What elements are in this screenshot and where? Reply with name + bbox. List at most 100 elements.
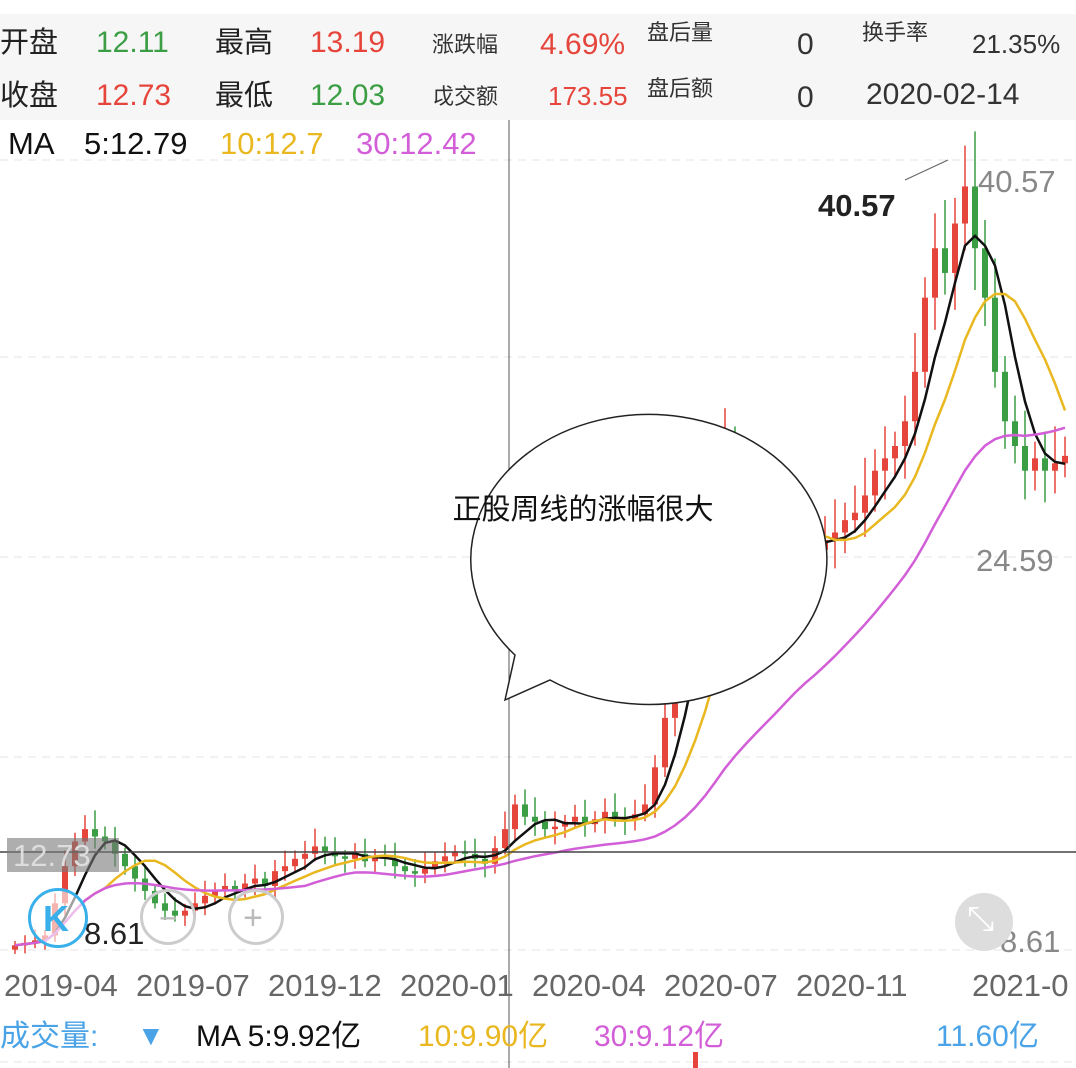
minus-icon: −	[159, 900, 178, 936]
candle-body	[262, 878, 268, 886]
min-annotation: 8.61	[84, 916, 145, 951]
candle-body	[322, 846, 328, 852]
volume-value: 11.60亿	[936, 1020, 1039, 1053]
turnover-label: 换手率	[862, 20, 929, 45]
ma-label: MA	[8, 126, 55, 161]
candle-body	[402, 866, 408, 872]
x-label: 2019-04	[4, 968, 118, 1003]
candle-body	[602, 811, 608, 820]
candle-body	[1042, 458, 1048, 471]
x-label: 2020-07	[664, 968, 778, 1003]
change-label: 涨跌幅	[432, 32, 499, 57]
candle-body	[912, 371, 918, 422]
x-label: 2020-01	[400, 968, 514, 1003]
callout-shape	[470, 413, 828, 706]
x-label: 2021-0	[972, 968, 1069, 1003]
turnover-value: 21.35%	[972, 29, 1061, 59]
callout-text: 正股周线的涨幅很大	[452, 493, 714, 526]
x-label: 2020-04	[532, 968, 646, 1003]
candle-body	[992, 297, 998, 372]
candle-body	[352, 853, 358, 859]
mid-price-label: 24.59	[976, 543, 1054, 578]
x-label: 2019-12	[268, 968, 382, 1003]
close-value: 12.73	[96, 79, 172, 112]
candle-body	[312, 846, 318, 854]
amount-value: 173.55	[548, 81, 628, 111]
volume-ma5: MA 5:9.92亿	[196, 1020, 362, 1053]
candle-body	[972, 186, 978, 249]
max-price-label: 40.57	[978, 164, 1056, 199]
candle-body	[532, 816, 538, 822]
volume-toggle-arrow[interactable]: ▼	[137, 1020, 165, 1051]
candle-body	[962, 186, 968, 224]
candle-body	[552, 826, 558, 830]
plus-icon: +	[243, 899, 263, 937]
candle-body	[572, 816, 578, 822]
candle-body	[62, 866, 68, 904]
candle-body	[1002, 371, 1008, 422]
candle-body	[542, 821, 548, 830]
ma30-value: 30:12.42	[356, 126, 477, 161]
candle-body	[902, 421, 908, 446]
candle-body	[842, 520, 848, 533]
candle-body	[432, 861, 438, 869]
candle-body	[852, 512, 858, 521]
candle-body	[282, 866, 288, 872]
candle-body	[302, 853, 308, 859]
volume-label: 成交量:	[0, 1020, 99, 1053]
fullscreen-button[interactable]: ⤡	[955, 893, 1013, 951]
after-amount-label: 盘后额	[647, 76, 714, 101]
candle-body	[652, 767, 658, 805]
quote-header	[0, 14, 1076, 120]
open-label: 开盘	[0, 27, 59, 59]
candle-body	[412, 871, 418, 874]
candle-body	[372, 856, 378, 862]
candle-body	[512, 804, 518, 830]
after-amount-value: 0	[797, 81, 814, 114]
candle-body	[232, 885, 238, 891]
ma10-line	[14, 292, 1067, 947]
volume-bar	[693, 1052, 698, 1068]
amount-label: 戉交额	[432, 84, 499, 109]
candle-body	[922, 297, 928, 372]
candle-body	[1052, 463, 1058, 471]
ma5-value: 5:12.79	[84, 126, 188, 161]
candle-body	[582, 816, 588, 825]
candle-body	[422, 868, 428, 874]
candle-body	[1022, 445, 1028, 471]
candle-body	[212, 890, 218, 896]
low-value: 12.03	[310, 79, 386, 112]
zoom-out-button[interactable]: −	[140, 889, 196, 945]
candle-body	[272, 871, 278, 886]
kline-toggle-button[interactable]: K	[28, 888, 88, 948]
candle-body	[192, 903, 198, 911]
zoom-in-button[interactable]: +	[228, 889, 284, 945]
candle-body	[452, 851, 458, 857]
candle-body	[642, 804, 648, 815]
date-value: 2020-02-14	[866, 78, 1020, 111]
candle-body	[92, 829, 98, 837]
x-label: 2019-07	[136, 968, 250, 1003]
candle-body	[942, 248, 948, 273]
volume-ma30: 30:9.12亿	[594, 1020, 725, 1053]
ma10-value: 10:12.7	[220, 126, 324, 161]
candle-body	[1012, 421, 1018, 446]
after-volume-value: 0	[797, 28, 814, 61]
candle-body	[662, 717, 668, 768]
callout-bubble: 正股周线的涨幅很大	[405, 365, 761, 655]
candle-body	[612, 811, 618, 817]
candle-body	[832, 532, 838, 540]
close-label: 收盘	[0, 80, 59, 112]
candle-body	[932, 248, 938, 298]
max-annotation: 40.57	[818, 188, 896, 223]
candle-body	[132, 866, 138, 879]
candle-body	[342, 856, 348, 859]
high-value: 13.19	[310, 26, 386, 59]
candle-body	[952, 223, 958, 273]
expand-icon: ⤡	[967, 900, 995, 938]
candle-body	[1062, 455, 1068, 464]
k-icon: K	[43, 898, 69, 939]
candle-body	[122, 853, 128, 867]
candle-body	[392, 858, 398, 867]
candle-body	[892, 445, 898, 459]
